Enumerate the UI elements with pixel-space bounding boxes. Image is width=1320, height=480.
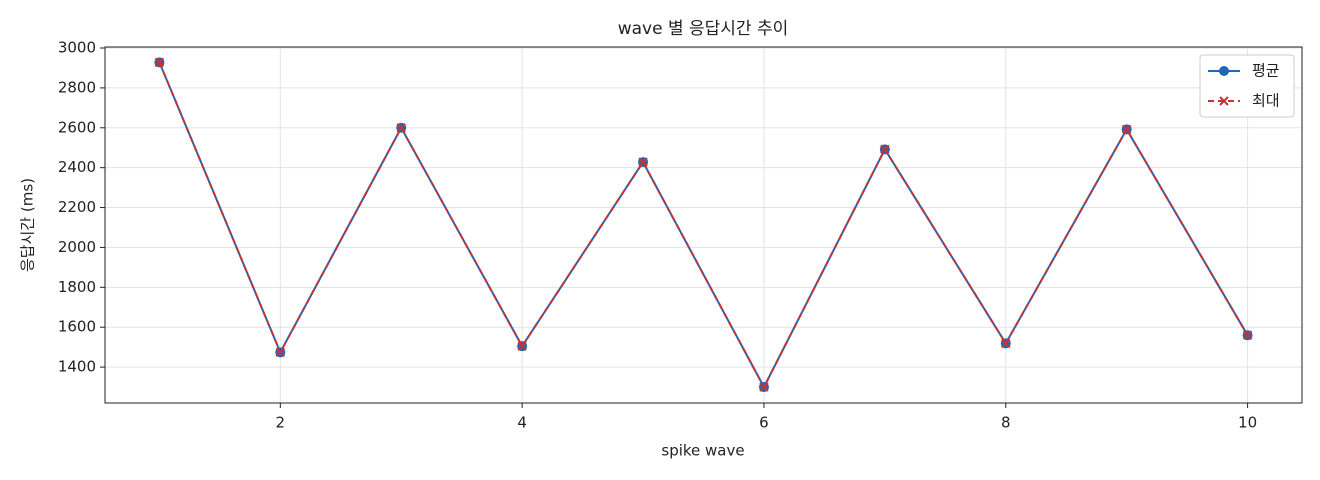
y-tick-label: 2600	[58, 118, 96, 136]
chart-title: wave 별 응답시간 추이	[618, 19, 789, 39]
marker	[275, 347, 286, 358]
y-tick-label: 2800	[58, 78, 96, 96]
legend-label: 최대	[1252, 92, 1280, 110]
y-tick-label: 2400	[58, 158, 96, 176]
x-tick-label: 2	[276, 414, 286, 432]
y-tick-label: 3000	[58, 38, 96, 56]
series-line	[158, 61, 1249, 390]
marker	[759, 382, 769, 392]
y-tick-label: 1800	[58, 278, 96, 296]
x-tick-label: 10	[1238, 414, 1257, 432]
plot-frame	[104, 46, 1303, 404]
y-axis-label: 응답시간 (ms)	[19, 178, 37, 272]
x-axis-label: spike wave	[661, 442, 744, 460]
y-tick-label: 2200	[58, 198, 96, 216]
y-tick-label: 1600	[58, 318, 96, 336]
x-tick-label: 4	[517, 414, 527, 432]
x-tick-label: 6	[759, 414, 769, 432]
y-tick-label: 2000	[58, 238, 96, 256]
marker	[1001, 338, 1011, 349]
marker	[1242, 330, 1253, 340]
legend-label: 평균	[1252, 62, 1280, 80]
marker	[1121, 124, 1132, 135]
marker	[517, 341, 527, 351]
marker	[396, 123, 406, 133]
series-line	[158, 61, 1249, 390]
marker	[880, 144, 890, 155]
legend-marker	[1219, 66, 1229, 76]
legend-box	[1199, 54, 1295, 118]
y-tick-label: 1400	[58, 358, 96, 376]
marker	[154, 57, 165, 68]
legend-marker	[1219, 96, 1229, 106]
marker	[638, 157, 648, 167]
x-tick-label: 8	[1001, 414, 1011, 432]
